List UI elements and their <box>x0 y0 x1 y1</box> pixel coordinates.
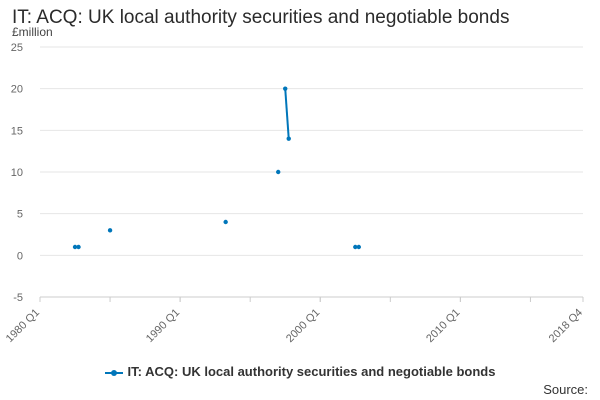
x-tick-label: 2018 Q4 <box>547 307 585 345</box>
y-tick-label: 5 <box>17 209 23 221</box>
legend-label: IT: ACQ: UK local authority securities a… <box>127 364 496 379</box>
data-point <box>276 169 281 175</box>
y-tick-label: 25 <box>11 42 23 54</box>
source-label: Source: <box>543 382 588 397</box>
y-tick-label: 15 <box>11 125 23 137</box>
x-tick-label: 2010 Q1 <box>424 307 462 345</box>
legend-swatch <box>104 369 123 376</box>
axes: -5 0 5 10 15 20 25 1980 Q1 1990 Q1 2000 Q1 2010 Q1… <box>4 42 585 345</box>
data-point <box>107 228 113 233</box>
y-tick-label: -5 <box>13 292 23 304</box>
data-point <box>356 244 361 250</box>
y-tick-label: 20 <box>11 84 23 96</box>
y-tick-label: 0 <box>17 250 23 262</box>
series-segment <box>284 88 290 139</box>
data-point <box>283 86 288 91</box>
legend: IT: ACQ: UK local authority securities a… <box>0 364 600 379</box>
series-line <box>72 86 361 250</box>
y-axis-label: £million <box>12 25 53 39</box>
data-point <box>223 219 228 225</box>
x-tick-label: 1980 Q1 <box>4 307 42 345</box>
x-tick-label: 2000 Q1 <box>284 307 322 345</box>
data-point <box>286 136 291 141</box>
data-point <box>353 244 358 250</box>
data-point <box>76 244 81 250</box>
gridlines <box>40 46 583 298</box>
y-tick-label: 10 <box>11 167 23 179</box>
x-tick-label: 1990 Q1 <box>144 307 182 345</box>
data-point <box>72 244 78 250</box>
chart-title: IT: ACQ: UK local authority securities a… <box>12 7 510 28</box>
